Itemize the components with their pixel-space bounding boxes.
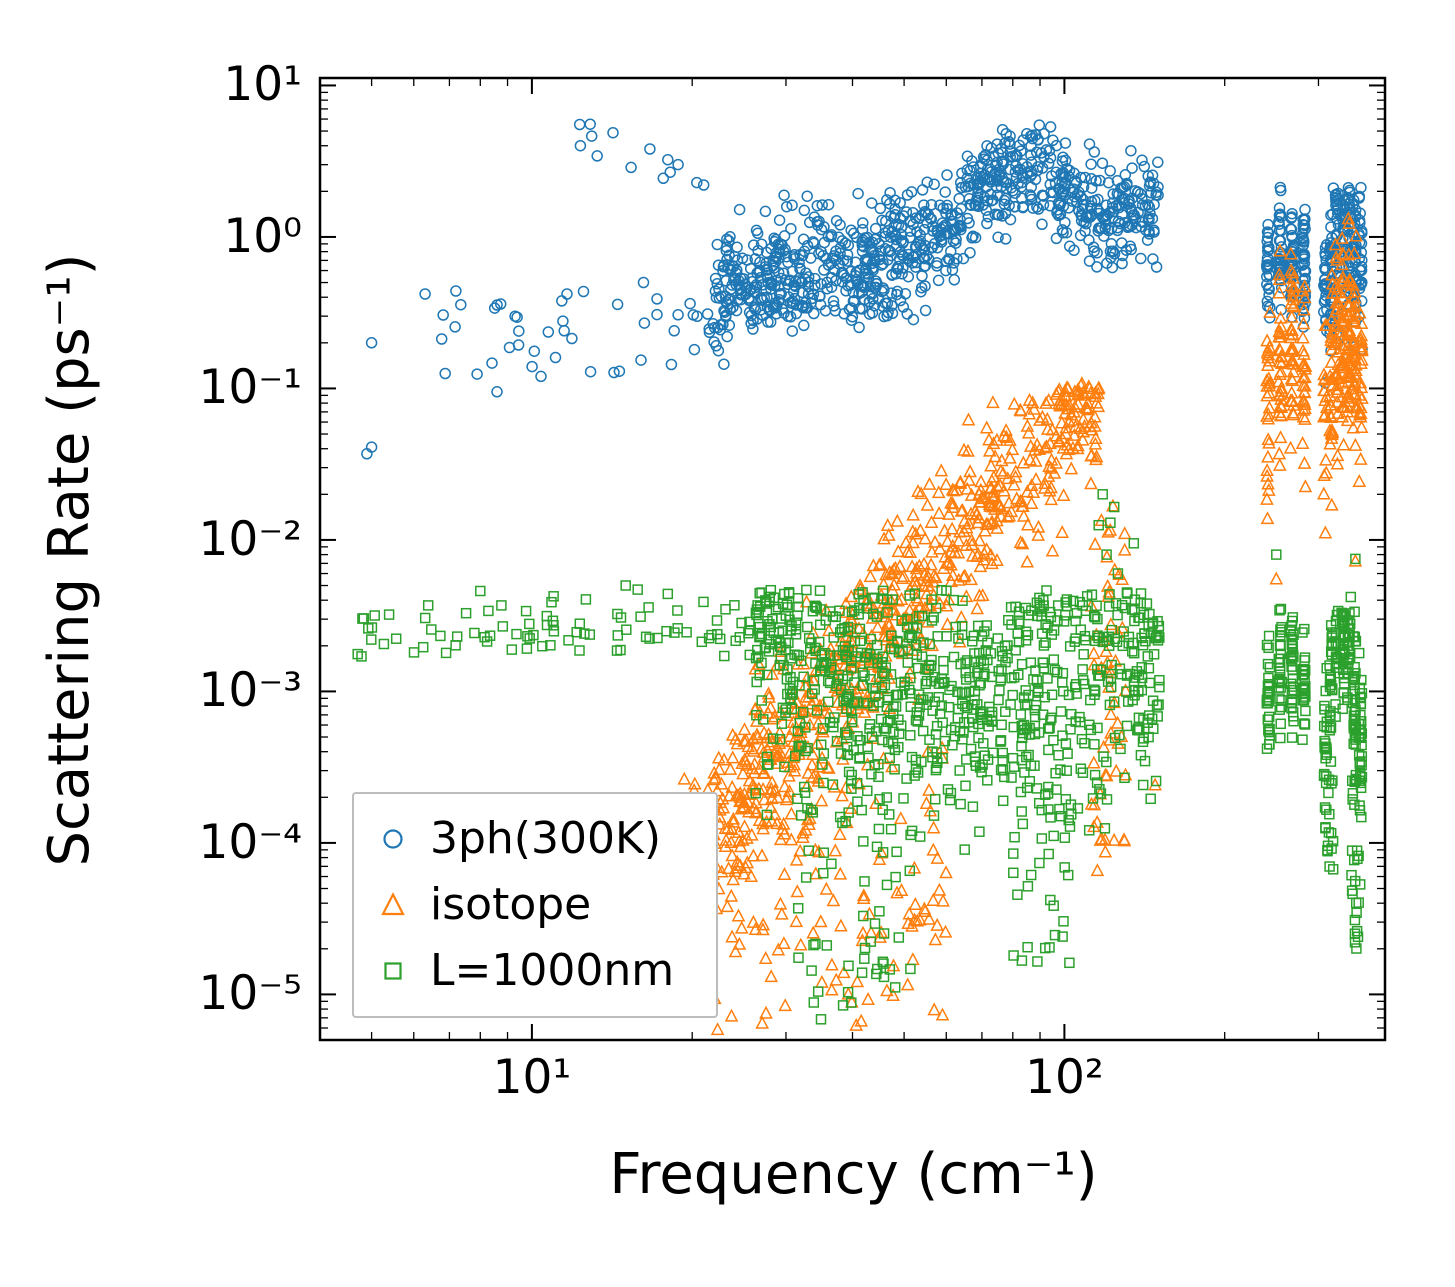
legend-marker-triangle [381, 892, 405, 916]
y-tick-label: 10⁻⁵ [198, 966, 302, 1022]
legend-label: 3ph(300K) [430, 813, 661, 864]
legend-item-3ph: 3ph(300K) [370, 812, 674, 866]
y-tick-label: 10⁻² [198, 511, 302, 567]
x-tick-label: 10² [1025, 1050, 1104, 1105]
x-axis-label: Frequency (cm⁻¹) [609, 1142, 1098, 1207]
y-axis-label: Scattering Rate (ps⁻¹) [37, 253, 102, 867]
legend: 3ph(300K) isotope L=1000nm [352, 792, 719, 1018]
y-tick-label: 10⁻¹ [198, 360, 302, 416]
legend-label: isotope [430, 879, 592, 930]
y-tick-label: 10⁰ [223, 208, 302, 264]
legend-item-boundary: L=1000nm [370, 944, 674, 998]
y-tick-label: 10⁻³ [198, 663, 302, 719]
legend-marker-circle [383, 829, 403, 849]
series-3ph(300K) [361, 118, 1368, 460]
axes-frame [318, 76, 1387, 1042]
y-tick-label: 10⁻⁴ [198, 814, 302, 870]
x-tick-label: 10¹ [492, 1050, 572, 1105]
legend-marker-square [384, 962, 402, 980]
legend-label: L=1000nm [430, 945, 675, 996]
y-tick-label: 10¹ [223, 57, 302, 113]
series-L=1000nm [352, 489, 1368, 1025]
legend-item-isotope: isotope [370, 878, 674, 932]
